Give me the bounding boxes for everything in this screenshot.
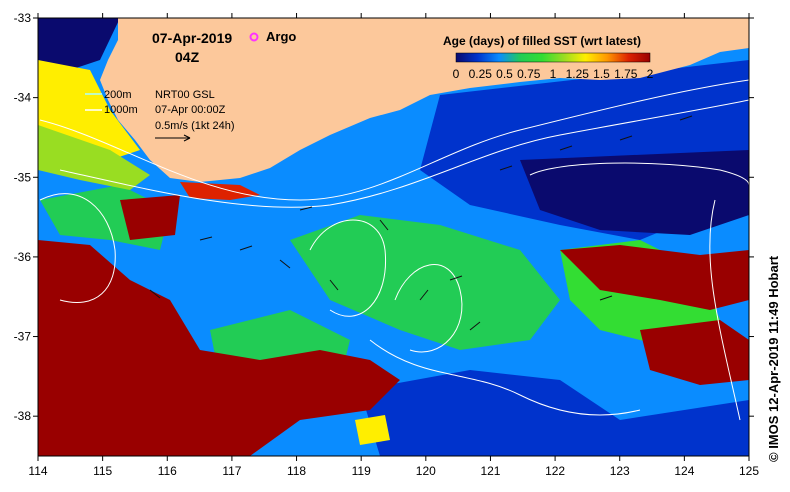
x-axis-tick-label: 118 — [287, 464, 306, 478]
colorbar-tick-label: 0.75 — [517, 67, 541, 81]
y-axis-tick-label: -35 — [14, 170, 32, 184]
y-axis-tick-label: -38 — [14, 409, 32, 423]
x-axis-tick-label: 116 — [158, 464, 177, 478]
x-axis-tick-label: 121 — [480, 464, 500, 478]
credit-label: © IMOS 12-Apr-2019 11:49 Hobart — [766, 255, 781, 462]
plot-frame — [37, 17, 750, 457]
colorbar-tick-label: 0 — [453, 67, 460, 81]
x-axis-tick-label: 124 — [674, 464, 694, 478]
x-axis-tick-label: 115 — [93, 464, 112, 478]
x-axis-tick-label: 125 — [739, 464, 759, 478]
colorbar-tick-label: 1.75 — [614, 67, 638, 81]
product-label: NRT00 GSL — [155, 89, 215, 101]
colorbar-title: Age (days) of filled SST (wrt latest) — [443, 34, 641, 48]
plot-area — [38, 18, 749, 456]
colorbar-ticks: 0 0.25 0.5 0.75 1 1.25 1.5 1.75 2 — [453, 67, 654, 81]
colorbar-tick-label: 1 — [550, 67, 557, 81]
ocean-region-navy-west — [38, 18, 120, 70]
ocean-region-red-east — [560, 245, 749, 310]
contour-lines — [39, 79, 749, 421]
colorbar-tick-label: 0.5 — [496, 67, 513, 81]
contour-200m-label: 200m — [104, 89, 132, 101]
vector-scale-label: 0.5m/s (1kt 24h) — [155, 120, 234, 132]
ocean-region-lightgreen-coast — [38, 125, 150, 190]
x-axis-tick-label: 120 — [416, 464, 436, 478]
y-axis-tick-label: -33 — [14, 11, 32, 25]
y-axis: -33 -34 -35 -36 -37 -38 — [14, 11, 754, 423]
y-axis-tick-label: -37 — [14, 330, 32, 344]
colorbar-tick-label: 0.25 — [469, 67, 493, 81]
vector-scale-arrowhead — [183, 134, 191, 142]
ocean-region-green-central — [290, 215, 560, 350]
x-axis-tick-label: 114 — [28, 464, 47, 478]
ocean-region-yellow-south — [355, 415, 390, 445]
x-axis-tick-label: 122 — [545, 464, 565, 478]
ocean-region-red-coast — [180, 182, 260, 200]
ocean-region-dark-navy — [520, 150, 749, 235]
map-time: 04Z — [175, 49, 200, 65]
colorbar — [455, 52, 651, 63]
map-date: 07-Apr-2019 — [152, 30, 232, 46]
y-axis-tick-label: -36 — [14, 250, 32, 264]
x-axis-tick-label: 117 — [222, 464, 241, 478]
colorbar-tick-label: 2 — [647, 67, 654, 81]
ocean-region-red-west — [38, 240, 400, 456]
x-axis: 114 115 116 117 118 119 120 121 122 123 124 125 — [28, 13, 759, 478]
ocean-region-blue-south — [360, 370, 749, 456]
contour-1000m-label: 1000m — [104, 104, 138, 116]
y-axis-tick-label: -34 — [14, 91, 32, 105]
argo-marker-icon — [249, 32, 259, 42]
x-axis-tick-label: 123 — [610, 464, 630, 478]
colorbar-tick-label: 1.25 — [566, 67, 590, 81]
colorbar-tick-label: 1.5 — [593, 67, 610, 81]
current-vectors — [149, 115, 693, 331]
ocean-region-red-small — [120, 195, 180, 240]
product-time-label: 07-Apr 00:00Z — [155, 104, 226, 116]
x-axis-tick-label: 119 — [352, 464, 371, 478]
argo-legend-label: Argo — [266, 29, 296, 44]
